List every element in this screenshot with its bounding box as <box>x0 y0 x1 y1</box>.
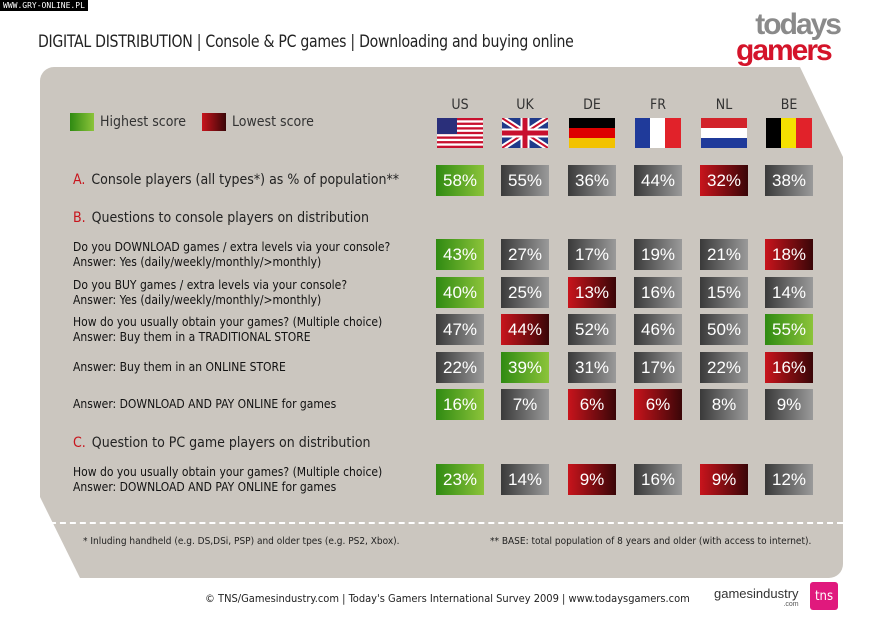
section-label: Questions to console players on distribu… <box>91 210 369 226</box>
highest-swatch <box>70 113 94 131</box>
value-cell-de: 17% <box>568 239 616 270</box>
value-cell-fr: 16% <box>634 277 682 308</box>
flag-fr-icon <box>635 118 681 148</box>
country-uk: UK <box>516 97 534 113</box>
value-cell-nl: 9% <box>700 464 748 495</box>
section-label: Console players (all types*) as % of pop… <box>91 172 400 188</box>
value-cell-nl: 32% <box>700 165 748 196</box>
section-c: C. Question to PC game players on distrib… <box>73 435 371 451</box>
gamesindustry-logo: gamesindustry .com <box>714 586 799 608</box>
value-cell-fr: 17% <box>634 352 682 383</box>
value-cell-nl: 15% <box>700 277 748 308</box>
legend-highest: Highest score <box>100 114 187 130</box>
country-us: US <box>451 97 469 113</box>
value-cell-be: 16% <box>765 352 813 383</box>
value-cell-de: 6% <box>568 389 616 420</box>
value-cell-nl: 50% <box>700 314 748 345</box>
value-cell-us: 40% <box>436 277 484 308</box>
value-cell-us: 22% <box>436 352 484 383</box>
flag-us-icon <box>437 118 483 148</box>
value-cell-fr: 46% <box>634 314 682 345</box>
value-cell-uk: 55% <box>501 165 549 196</box>
row-answer: Answer: Buy them in an ONLINE STORE <box>73 360 286 374</box>
value-cell-be: 14% <box>765 277 813 308</box>
row-question: Do you BUY games / extra levels via your… <box>73 278 348 292</box>
section-a: A. Console players (all types*) as % of p… <box>73 172 399 188</box>
section-letter: C. <box>73 435 86 451</box>
credits: © TNS/Gamesindustry.com | Today's Gamers… <box>205 592 690 605</box>
value-cell-us: 23% <box>436 464 484 495</box>
value-cell-de: 9% <box>568 464 616 495</box>
legend: Highest score Lowest score <box>70 113 314 131</box>
footnote-left: * Inluding handheld (e.g. DS,DSi, PSP) a… <box>83 536 400 547</box>
value-cell-be: 18% <box>765 239 813 270</box>
value-cell-uk: 14% <box>501 464 549 495</box>
value-cell-be: 38% <box>765 165 813 196</box>
country-nl: NL <box>715 97 733 113</box>
todaysgamers-logo: todays gamers <box>736 8 846 67</box>
value-cell-be: 55% <box>765 314 813 345</box>
section-letter: A. <box>73 172 86 188</box>
value-cell-nl: 22% <box>700 352 748 383</box>
section-label: Question to PC game players on distribut… <box>91 435 371 451</box>
value-cell-be: 12% <box>765 464 813 495</box>
row-question: How do you usually obtain your games? (M… <box>73 315 383 329</box>
footnote-right: ** BASE: total population of 8 years and… <box>490 536 812 547</box>
value-cell-de: 36% <box>568 165 616 196</box>
value-cell-fr: 6% <box>634 389 682 420</box>
legend-lowest: Lowest score <box>232 114 314 130</box>
country-fr: FR <box>650 97 666 113</box>
row-question: Do you DOWNLOAD games / extra levels via… <box>73 240 391 254</box>
value-cell-nl: 8% <box>700 389 748 420</box>
logo-line1: todays <box>755 8 842 41</box>
section-letter: B. <box>73 210 86 226</box>
row-answer: Answer: DOWNLOAD AND PAY ONLINE for game… <box>73 397 337 411</box>
value-cell-de: 52% <box>568 314 616 345</box>
value-cell-uk: 25% <box>501 277 549 308</box>
value-cell-uk: 27% <box>501 239 549 270</box>
flag-nl-icon <box>701 118 747 148</box>
page-title: DIGITAL DISTRIBUTION | Console & PC game… <box>38 32 574 52</box>
row-answer: Answer: Buy them in a TRADITIONAL STORE <box>73 330 311 344</box>
value-cell-nl: 21% <box>700 239 748 270</box>
country-be: BE <box>780 97 798 113</box>
row-question: How do you usually obtain your games? (M… <box>73 465 383 479</box>
value-cell-uk: 39% <box>501 352 549 383</box>
value-cell-uk: 44% <box>501 314 549 345</box>
section-b: B. Questions to console players on distri… <box>73 210 369 226</box>
flag-be-icon <box>766 118 812 148</box>
watermark: WWW.GRY-ONLINE.PL <box>0 0 88 11</box>
value-cell-be: 9% <box>765 389 813 420</box>
logo-line2: gamers <box>736 33 833 67</box>
row-answer: Answer: Yes (daily/weekly/monthly/>month… <box>73 293 322 307</box>
value-cell-us: 43% <box>436 239 484 270</box>
lowest-swatch <box>202 113 227 131</box>
value-cell-de: 31% <box>568 352 616 383</box>
flag-uk-icon <box>502 118 548 148</box>
value-cell-fr: 44% <box>634 165 682 196</box>
value-cell-us: 16% <box>436 389 484 420</box>
flag-de-icon <box>569 118 615 148</box>
value-cell-fr: 19% <box>634 239 682 270</box>
row-answer: Answer: DOWNLOAD AND PAY ONLINE for game… <box>73 480 337 494</box>
gi-sub: .com <box>783 601 799 608</box>
gi-name: gamesindustry <box>714 586 799 601</box>
country-de: DE <box>583 97 601 113</box>
tns-logo: tns <box>810 582 838 610</box>
value-cell-us: 47% <box>436 314 484 345</box>
row-answer: Answer: Yes (daily/weekly/monthly/>month… <box>73 255 322 269</box>
divider <box>40 522 843 524</box>
value-cell-us: 58% <box>436 165 484 196</box>
value-cell-de: 13% <box>568 277 616 308</box>
value-cell-uk: 7% <box>501 389 549 420</box>
value-cell-fr: 16% <box>634 464 682 495</box>
